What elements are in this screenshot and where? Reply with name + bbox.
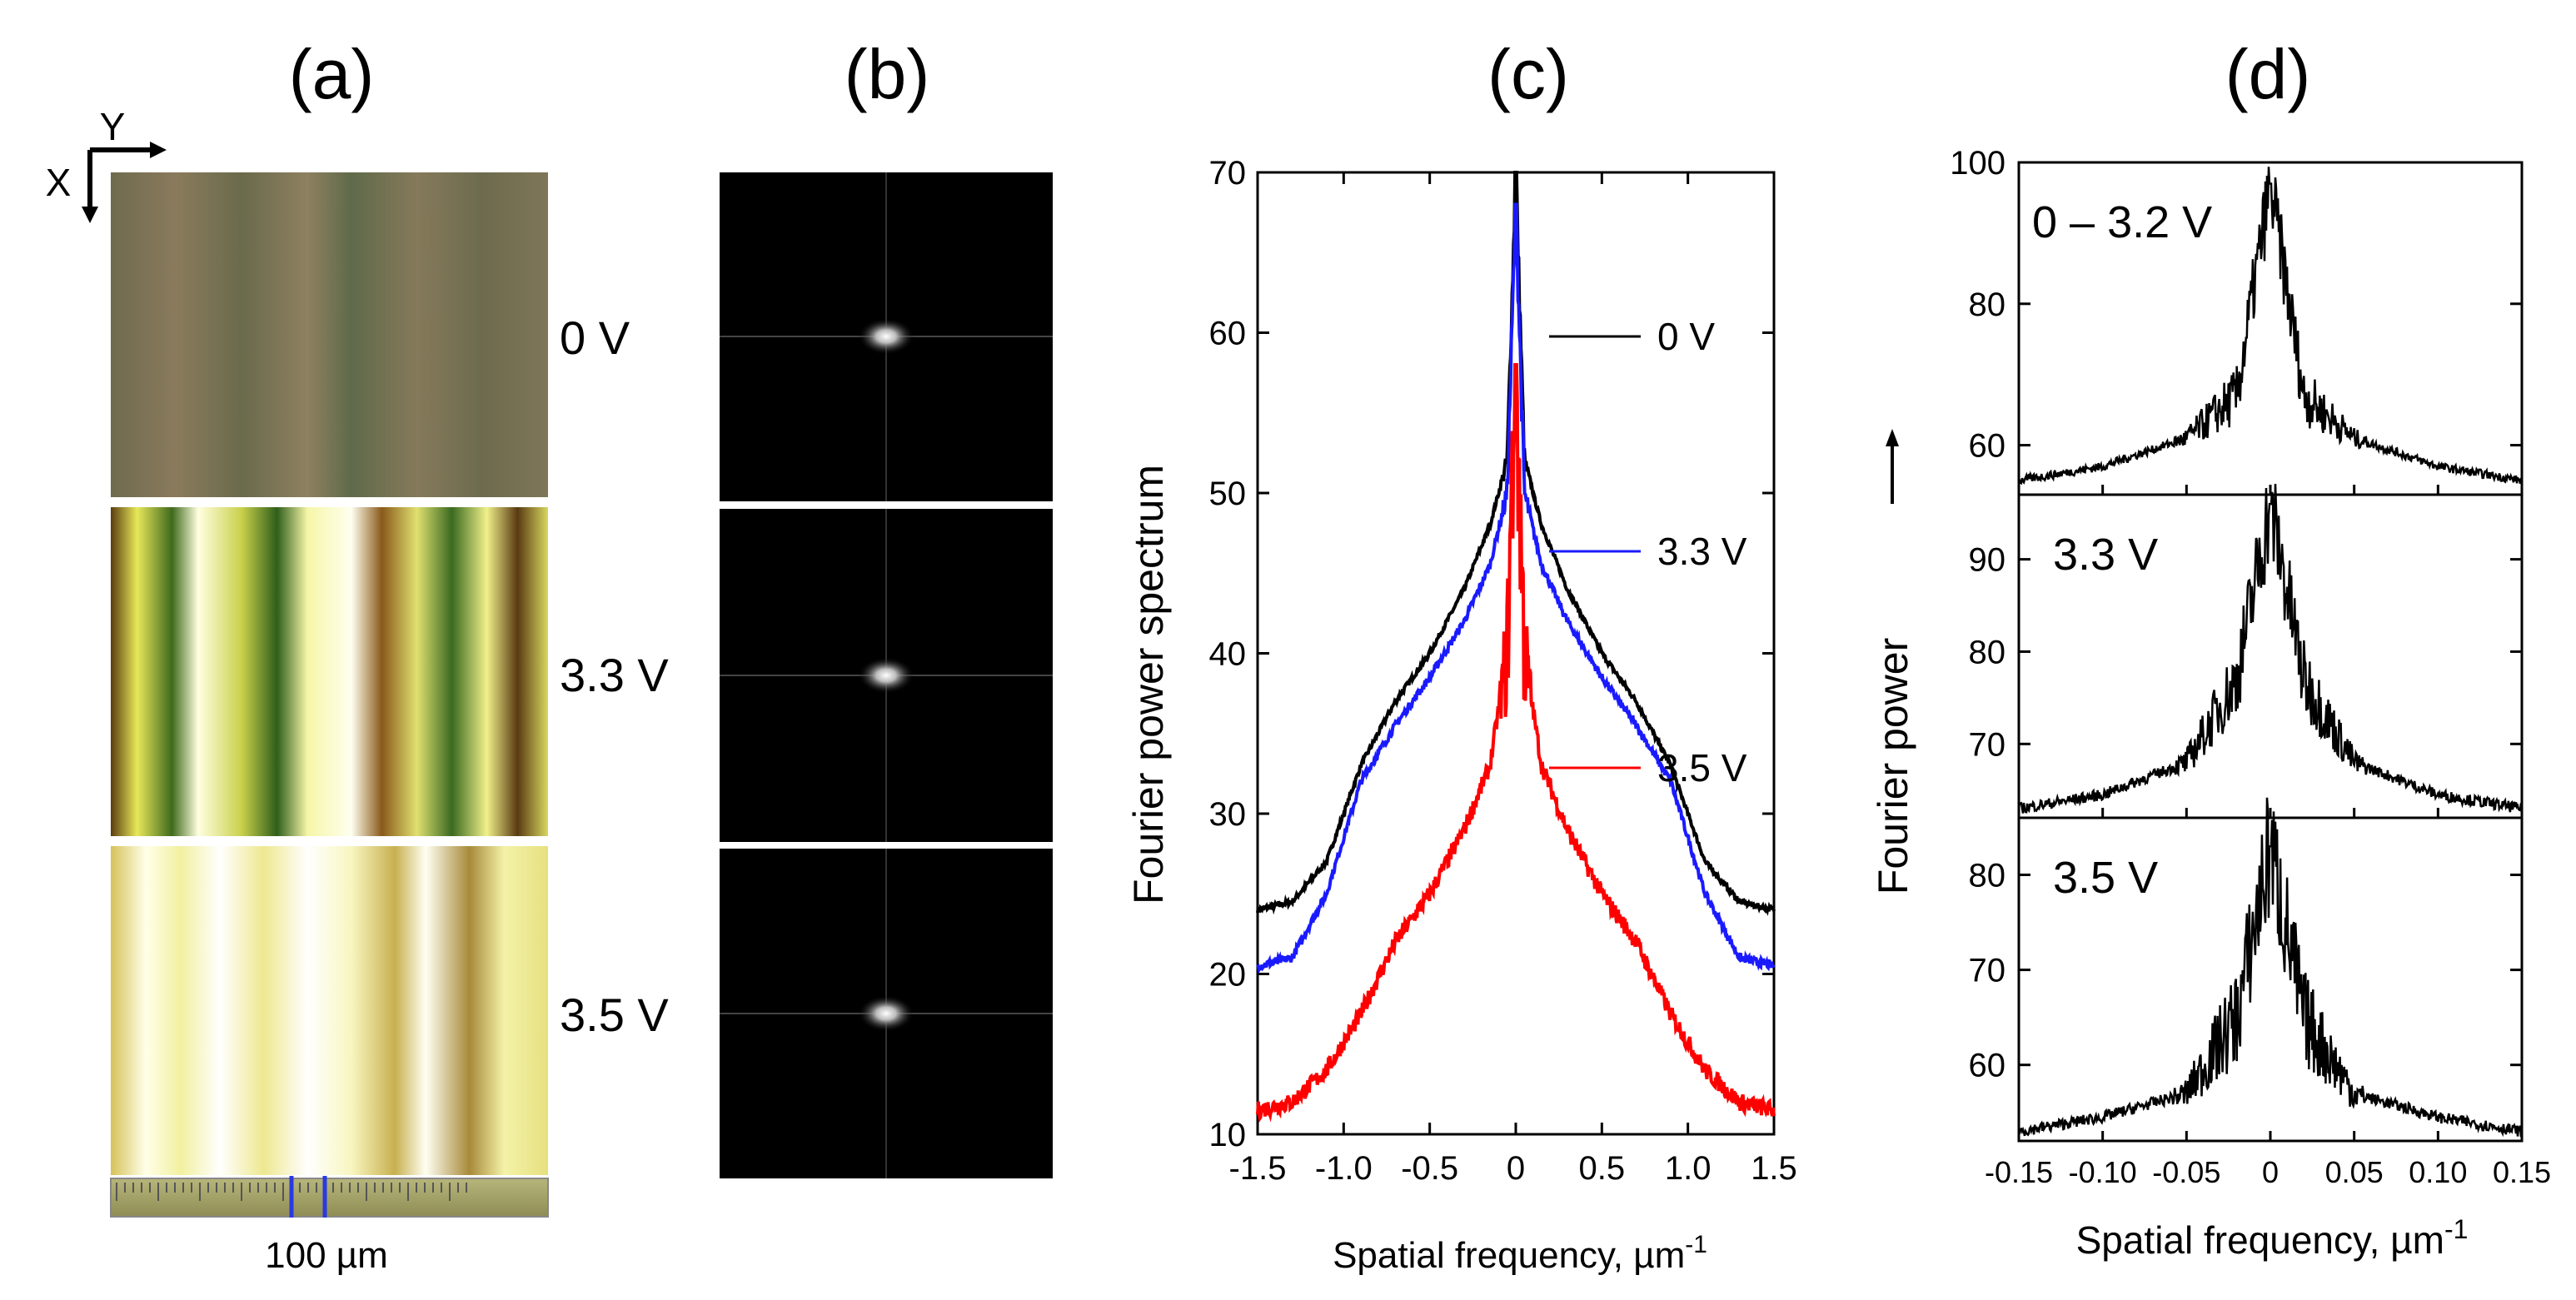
chart-c-ytick-label: 70 xyxy=(1209,155,1247,192)
micrograph-3-5v xyxy=(111,846,548,1175)
scale-bar-label: 100 µm xyxy=(265,1235,388,1276)
chart-c-series-3-5v xyxy=(1256,363,1776,1123)
panel-d: (d) 60 80 100 0 – 3.2 V 70 80 90 3.3 V 60 70 80 3.5… xyxy=(1870,35,2551,1262)
panel-b-label: (b) xyxy=(845,35,930,113)
chart-d-xlabel: Spatial frequency, µm-1 xyxy=(2076,1214,2469,1262)
chart-c-series-0v xyxy=(1256,171,1776,916)
axis-y-label: Y xyxy=(100,105,126,148)
panel-b: (b) xyxy=(720,35,1053,1178)
axis-x-arrowhead xyxy=(82,207,98,223)
chart-c-legend-label: 0 V xyxy=(1657,315,1715,358)
chart-c-ylabel: Fourier power spectrum xyxy=(1125,465,1172,904)
chart-c-xtick-label: -0.5 xyxy=(1401,1150,1458,1187)
chart-d-ytick-label: 60 xyxy=(1969,1048,2006,1084)
chart-d-xtick-label: 0.05 xyxy=(2325,1155,2384,1189)
chart-d-ytick-label: 90 xyxy=(1969,542,2006,579)
chart-d-ylabel-arrow xyxy=(1886,429,1899,504)
voltage-label-3-3v: 3.3 V xyxy=(560,649,669,701)
chart-c: -1.5 -1.0 -0.5 0 0.5 1.0 1.5 10 20 30 40 50 60 70 0 V 3… xyxy=(1209,155,1797,1187)
fft-image-3-3v xyxy=(720,509,1053,842)
chart-c-xtick-label: 1.0 xyxy=(1665,1150,1712,1187)
chart-c-ytick-label: 10 xyxy=(1209,1117,1247,1153)
axis-x-label: X xyxy=(46,161,72,204)
fft-image-3-5v xyxy=(720,849,1053,1178)
axis-indicator: Y X xyxy=(46,105,167,223)
chart-d-xtick-label: -0.05 xyxy=(2152,1155,2220,1189)
chart-d-ytick-label: 80 xyxy=(1969,634,2006,670)
chart-d-subplot-label: 0 – 3.2 V xyxy=(2032,197,2212,247)
chart-c-series-3-3v xyxy=(1256,202,1776,974)
panel-c-label: (c) xyxy=(1487,35,1569,113)
voltage-label-0v: 0 V xyxy=(560,311,630,364)
chart-d-series-2 xyxy=(2017,797,2524,1138)
micrograph-0v xyxy=(111,172,548,497)
chart-d-ytick-label: 70 xyxy=(1969,726,2006,763)
chart-c-xlabel: Spatial frequency, µm-1 xyxy=(1333,1231,1707,1276)
chart-c-ytick-label: 60 xyxy=(1209,316,1247,352)
chart-c-xtick-label: -1.0 xyxy=(1315,1150,1373,1187)
chart-c-xtick-label: -1.5 xyxy=(1229,1150,1287,1187)
chart-d-series-0 xyxy=(2017,167,2524,486)
chart-c-xtick-label: 0 xyxy=(1507,1150,1525,1187)
scale-ruler xyxy=(110,1176,549,1218)
chart-d-ytick-label: 60 xyxy=(1969,428,2006,465)
panel-d-label: (d) xyxy=(2225,35,2311,113)
panel-c: (c) -1.5 -1.0 -0.5 0 0.5 1.0 1.5 10 20 30 40 50 60 70… xyxy=(1125,35,1797,1276)
voltage-label-3-5v: 3.5 V xyxy=(560,989,669,1041)
chart-d-xtick-label: -0.15 xyxy=(1985,1155,2053,1189)
chart-d-ytick-label: 80 xyxy=(1969,857,2006,894)
chart-d-series-1 xyxy=(2017,483,2524,814)
chart-d-xlabel-sup: -1 xyxy=(2444,1214,2468,1244)
chart-c-xtick-label: 0.5 xyxy=(1579,1150,1626,1187)
chart-d-ytick-label: 80 xyxy=(1969,286,2006,323)
chart-c-legend-label: 3.3 V xyxy=(1657,530,1747,573)
panel-a: (a) Y X 0 V 3.3 V 3.5 V 100 µm xyxy=(46,35,670,1276)
chart-c-xlabel-sup: -1 xyxy=(1685,1231,1707,1258)
fft-image-0v xyxy=(720,172,1053,501)
chart-d-xtick-label: 0.15 xyxy=(2493,1155,2551,1189)
panel-a-label: (a) xyxy=(289,35,375,113)
chart-c-ytick-label: 40 xyxy=(1209,636,1247,673)
chart-c-ytick-label: 30 xyxy=(1209,796,1247,833)
chart-d-subplot-label: 3.5 V xyxy=(2053,853,2158,903)
chart-d-xtick-label: 0.10 xyxy=(2409,1155,2467,1189)
chart-d: 60 80 100 0 – 3.2 V 70 80 90 3.3 V 60 70 80 3.5 V -0… xyxy=(1950,145,2551,1189)
chart-c-ytick-label: 20 xyxy=(1209,957,1247,994)
axis-y-arrowhead xyxy=(150,142,167,158)
chart-d-ytick-label: 70 xyxy=(1969,953,2006,989)
chart-d-xtick-label: 0 xyxy=(2262,1155,2279,1189)
chart-d-ylabel: Fourier power xyxy=(1870,638,1916,894)
micrograph-3-3v xyxy=(111,507,548,836)
chart-c-legend-label: 3.5 V xyxy=(1657,746,1747,789)
chart-c-ytick-label: 50 xyxy=(1209,476,1247,512)
chart-d-subplot-label: 3.3 V xyxy=(2053,530,2158,580)
chart-d-xtick-label: -0.10 xyxy=(2069,1155,2137,1189)
chart-d-ytick-label: 100 xyxy=(1950,145,2005,182)
chart-c-xtick-label: 1.5 xyxy=(1751,1150,1797,1187)
